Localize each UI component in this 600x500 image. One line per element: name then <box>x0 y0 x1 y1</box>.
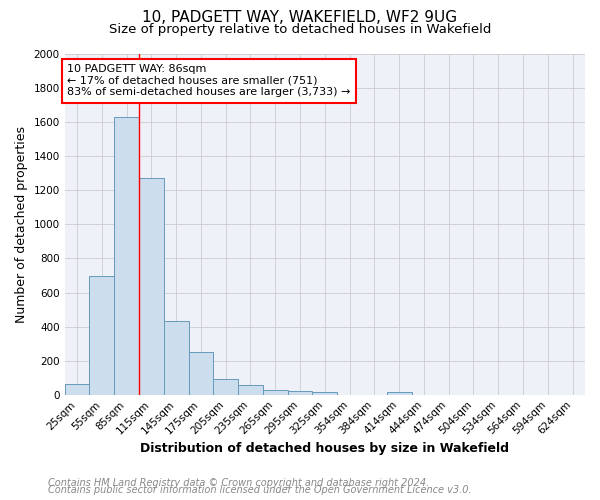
Bar <box>65 384 89 394</box>
Text: 10 PADGETT WAY: 86sqm
← 17% of detached houses are smaller (751)
83% of semi-det: 10 PADGETT WAY: 86sqm ← 17% of detached … <box>67 64 350 98</box>
Bar <box>188 352 214 395</box>
Bar <box>114 117 139 394</box>
Bar <box>214 380 238 394</box>
Bar <box>238 386 263 394</box>
Bar <box>89 276 114 394</box>
Bar <box>387 392 412 394</box>
Bar <box>313 392 337 394</box>
X-axis label: Distribution of detached houses by size in Wakefield: Distribution of detached houses by size … <box>140 442 509 455</box>
Text: Contains HM Land Registry data © Crown copyright and database right 2024.: Contains HM Land Registry data © Crown c… <box>48 478 429 488</box>
Bar <box>139 178 164 394</box>
Y-axis label: Number of detached properties: Number of detached properties <box>15 126 28 323</box>
Text: Contains public sector information licensed under the Open Government Licence v3: Contains public sector information licen… <box>48 485 472 495</box>
Bar <box>287 392 313 394</box>
Bar <box>164 322 188 394</box>
Text: 10, PADGETT WAY, WAKEFIELD, WF2 9UG: 10, PADGETT WAY, WAKEFIELD, WF2 9UG <box>142 10 458 25</box>
Text: Size of property relative to detached houses in Wakefield: Size of property relative to detached ho… <box>109 22 491 36</box>
Bar <box>263 390 287 394</box>
